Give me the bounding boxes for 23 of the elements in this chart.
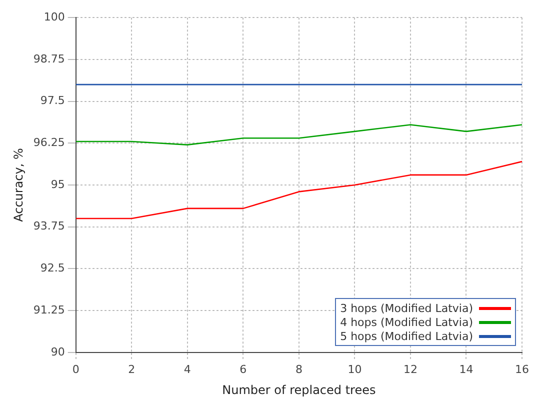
y-tick-label: 95 bbox=[50, 178, 65, 191]
y-tick-label: 90 bbox=[50, 345, 65, 358]
y-tick-label: 96.25 bbox=[33, 136, 65, 150]
x-tick-label: 12 bbox=[403, 362, 418, 376]
legend-label: 5 hops (Modified Latvia) bbox=[340, 330, 474, 343]
y-tick-label: 92.5 bbox=[40, 262, 65, 275]
y-tick-label: 93.75 bbox=[33, 220, 65, 233]
x-tick-label: 14 bbox=[459, 362, 474, 376]
x-tick-label: 0 bbox=[72, 362, 80, 376]
y-tick-label: 91.25 bbox=[33, 303, 65, 316]
x-tick-label: 6 bbox=[240, 362, 247, 376]
x-tick-label: 2 bbox=[128, 362, 136, 376]
legend-label: 4 hops (Modified Latvia) bbox=[340, 316, 474, 329]
x-tick-label: 10 bbox=[348, 362, 362, 376]
x-axis-title: Number of replaced trees bbox=[222, 382, 376, 397]
y-tick-label: 98.75 bbox=[33, 52, 65, 66]
y-tick-label: 100 bbox=[44, 10, 65, 24]
y-tick-label: 97.5 bbox=[40, 94, 65, 108]
x-tick-label: 16 bbox=[515, 362, 529, 376]
x-tick-label: 8 bbox=[295, 362, 302, 376]
legend-label: 3 hops (Modified Latvia) bbox=[340, 302, 474, 315]
x-tick-label: 4 bbox=[184, 362, 191, 376]
y-axis-title: Accuracy, % bbox=[11, 148, 26, 222]
